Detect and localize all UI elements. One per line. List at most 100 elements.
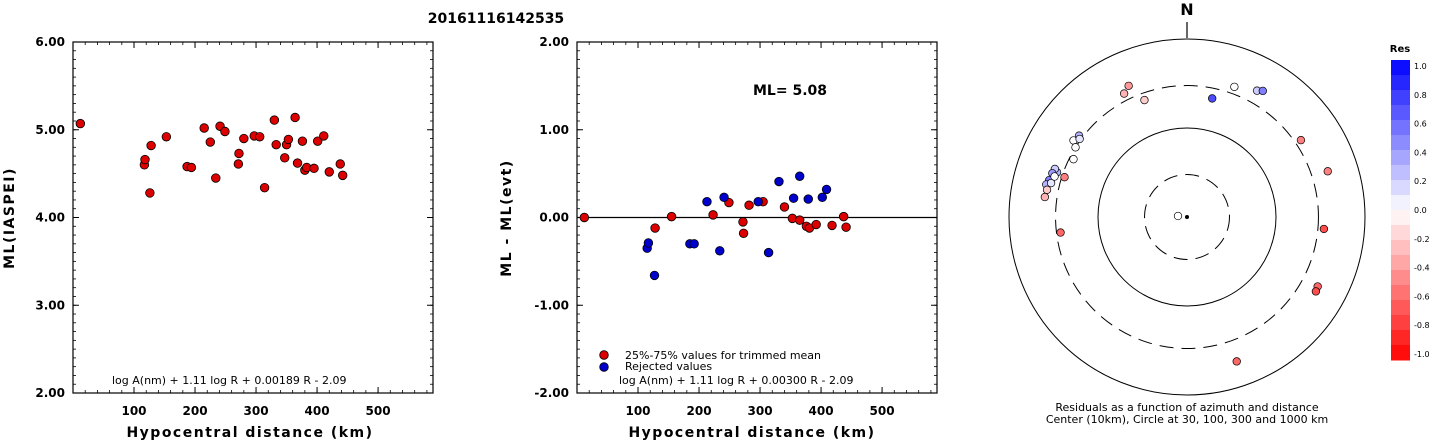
colorbar-gradient [1391,60,1410,361]
colorbar-cell [1391,315,1410,331]
y-tick-label: -2.00 [534,386,569,400]
station-point [1323,167,1332,176]
data-point [233,159,244,169]
data-point [283,134,294,145]
station-point [1071,143,1080,152]
y-tick-label: 0.00 [539,211,569,225]
y-axis-label: ML - ML(evt) [499,159,515,276]
data-point [146,140,156,151]
y-tick-label: 5.00 [35,123,65,137]
x-tick-label: 200 [687,404,712,418]
station-point [1069,155,1078,164]
colorbar-tick-label: 0.6 [1414,120,1427,129]
x-tick-label: 100 [121,404,146,418]
colorbar-cell [1391,345,1410,361]
colorbar-cell [1391,255,1410,271]
y-axis-label: ML(IASPEI) [2,167,18,269]
y-tick-label: 3.00 [35,298,65,312]
colorbar-tick-label: 0.8 [1414,91,1427,100]
data-point [145,188,155,198]
x-tick-label: 200 [183,404,208,418]
x-tick-label: 100 [625,404,650,418]
data-point [795,171,805,181]
colorbar-cell [1391,60,1410,76]
station-point [1046,178,1056,188]
formula-label: log A(nm) + 1.11 log R + 0.00300 R - 2.0… [619,374,853,387]
legend-marker-rejected [599,362,609,372]
y-tick-label: 6.00 [35,35,65,49]
data-point [821,184,832,195]
data-point [75,118,86,129]
colorbar-tick-label: -0.2 [1414,235,1430,244]
station-point [1042,185,1052,194]
distance-ring-30km [1144,174,1230,260]
data-point [292,158,303,168]
distance-ring-1000km [1008,38,1366,396]
data-point [255,132,265,142]
colorbar-cell [1391,270,1410,286]
data-point [271,139,281,150]
data-point [220,126,230,137]
data-point [290,112,300,123]
station-point [1232,357,1241,366]
event-title: 20161116142535 [428,11,564,27]
data-point [738,228,749,238]
colorbar-tick-label: -1.0 [1414,350,1430,359]
data-point [319,131,329,141]
station-point [1230,82,1239,91]
station-point [1060,173,1069,182]
x-axis-label: Hypocentral distance (km) [628,425,875,441]
x-tick-label: 500 [870,404,895,418]
colorbar-cell [1391,105,1410,121]
caption-line-1: Residuals as a function of azimuth and d… [1055,401,1318,414]
station-point [1173,211,1183,221]
data-point [324,167,334,177]
data-point [309,163,319,174]
data-point [715,246,725,256]
data-point [817,192,827,203]
data-point [269,115,280,125]
legend-label-trimmed: 25%-75% values for trimmed mean [625,349,821,362]
station-point [1119,89,1129,98]
y-tick-label: -1.00 [534,298,569,312]
data-point [753,197,763,207]
station-point [1296,136,1306,145]
residual-vs-distance-chart: 100 200 300 400 500 -2.00 -1.00 0.00 1.00 2.00 ML… [499,35,938,441]
magnitude-vs-distance-chart: 100 200 300 400 500 2.00 3.00 4.00 5.00 6.00 log … [2,35,434,441]
station-point [1056,228,1065,237]
data-point [161,132,172,142]
data-point [666,211,677,222]
data-point [803,194,813,204]
data-point [211,173,221,183]
legend-marker-trimmed [599,350,609,360]
data-point [719,192,729,203]
colorbar-cell [1391,120,1410,136]
data-point [689,239,699,249]
colorbar-title: Res [1390,44,1410,55]
colorbar-cell [1391,285,1410,301]
colorbar-tick-labels: 1.0 0.8 0.6 0.4 0.2 0.0 -0.2 -0.4 -0.6 -0.8 -1.0 [1414,62,1430,359]
tick-marks: 100 200 300 400 500 -2.00 -1.00 0.00 1.00 2.00 [534,35,937,418]
data-point [259,182,270,193]
data-point [234,148,244,159]
colorbar-cell [1391,225,1410,241]
distance-ring-100km [1097,127,1277,307]
data-point [738,217,748,227]
y-tick-label: 2.00 [539,35,569,49]
data-point [763,247,774,258]
station-point [1140,95,1149,105]
x-axis-label: Hypocentral distance (km) [126,425,373,441]
colorbar-cell [1391,135,1410,151]
y-tick-label: 1.00 [539,123,569,137]
colorbar-cell [1391,240,1410,256]
colorbar-tick-label: -0.6 [1414,292,1430,301]
station-point [1050,172,1059,181]
colorbar-cell [1391,195,1410,211]
distance-rings [1008,38,1366,396]
data-point [811,219,821,230]
data-point [774,176,784,187]
data-points [75,112,348,198]
distance-ring-300km [1055,85,1319,349]
colorbar-cell [1391,180,1410,196]
